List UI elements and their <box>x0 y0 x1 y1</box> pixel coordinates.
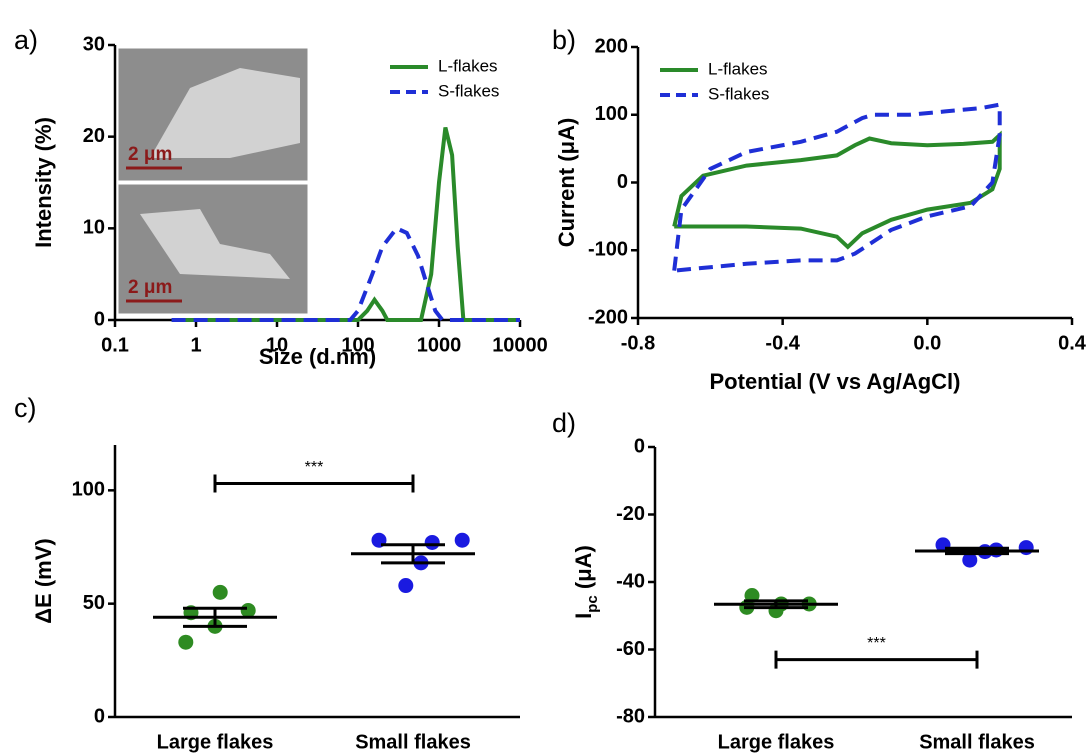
y-tick-label: -80 <box>616 705 645 727</box>
y-tick-label: 0 <box>634 435 645 457</box>
x-tick-label: Small flakes <box>919 731 1035 753</box>
x-axis-label: Potential (V vs Ag/AgCl) <box>710 369 961 394</box>
data-point <box>425 535 440 550</box>
x-axis-label: Size (d.nm) <box>259 344 376 369</box>
y-tick-label: 0 <box>94 705 105 727</box>
series-line <box>674 105 1000 271</box>
panel: b) -200 -100 0 100 200 -0.8 -0.4 0.0 0.4 Potential… <box>552 25 1087 394</box>
x-tick-label: Small flakes <box>355 731 471 753</box>
y-axis-label: Ipc (μA) <box>571 545 602 619</box>
x-tick-label: -0.8 <box>621 332 655 354</box>
data-point <box>398 578 413 593</box>
legend-label: L-flakes <box>438 56 498 75</box>
figure: a)01020300.1110100100010000Size (d.nm)In… <box>0 0 1089 756</box>
y-tick-label: 30 <box>83 33 105 55</box>
y-axis-label: Current (μA) <box>554 118 579 248</box>
legend-label: S-flakes <box>438 81 499 100</box>
y-axis-label: Intensity (%) <box>31 117 56 248</box>
y-label-sub: pc <box>584 595 601 613</box>
x-tick-label: 0.4 <box>1058 332 1087 354</box>
panel-label: c) <box>14 393 37 423</box>
x-tick-label: -0.4 <box>765 332 800 354</box>
y-axis-label: ΔE (mV) <box>31 538 56 624</box>
y-tick-label: -20 <box>616 503 645 525</box>
x-tick-label: Large flakes <box>157 731 274 753</box>
y-label-main: ΔE (mV) <box>31 538 56 624</box>
significance-label: *** <box>867 635 886 652</box>
panel-label: b) <box>552 25 576 55</box>
legend-label: S-flakes <box>708 84 769 103</box>
x-tick-label: Large flakes <box>718 731 835 753</box>
series-line <box>674 135 1000 247</box>
data-point <box>178 635 193 650</box>
y-tick-label: -60 <box>616 638 645 660</box>
y-tick-label: -200 <box>588 306 628 328</box>
x-tick-label: 1 <box>190 334 201 356</box>
y-tick-label: 200 <box>595 35 628 57</box>
y-tick-label: 100 <box>72 479 105 501</box>
x-tick-label: 0.0 <box>913 332 941 354</box>
y-tick-label: 0 <box>617 171 628 193</box>
y-tick-label: 20 <box>83 125 105 147</box>
y-tick-label: 0 <box>94 308 105 330</box>
data-point <box>455 533 470 548</box>
y-tick-label: -100 <box>588 239 628 261</box>
y-tick-label: 50 <box>83 592 105 614</box>
y-tick-label: 10 <box>83 217 105 239</box>
y-tick-label: -40 <box>616 570 645 592</box>
x-tick-label: 10000 <box>492 334 548 356</box>
inset-scale-label: 2 μm <box>128 277 172 298</box>
y-tick-label: 100 <box>595 103 628 125</box>
panel: d) -80 -60 -40 -20 0 Ipc (μA) Large flakes Small… <box>552 408 1072 753</box>
data-point <box>1019 540 1034 555</box>
significance-bar <box>776 651 977 669</box>
x-tick-label: 1000 <box>417 334 462 356</box>
significance-bar <box>215 475 413 493</box>
panel-label: d) <box>552 408 576 438</box>
panel: c) 0 50 100 ΔE (mV) Large flakes Small flakes *… <box>14 393 520 753</box>
y-label-main: Current (μA) <box>554 118 579 248</box>
data-point <box>241 603 256 618</box>
panel-label: a) <box>14 25 38 55</box>
data-point <box>213 585 228 600</box>
y-label-unit: (μA) <box>571 545 596 595</box>
x-tick-label: 0.1 <box>101 334 129 356</box>
significance-label: *** <box>305 459 324 476</box>
y-label-main: Intensity (%) <box>31 117 56 248</box>
legend-label: L-flakes <box>708 59 768 78</box>
inset-scale-label: 2 μm <box>128 144 172 165</box>
